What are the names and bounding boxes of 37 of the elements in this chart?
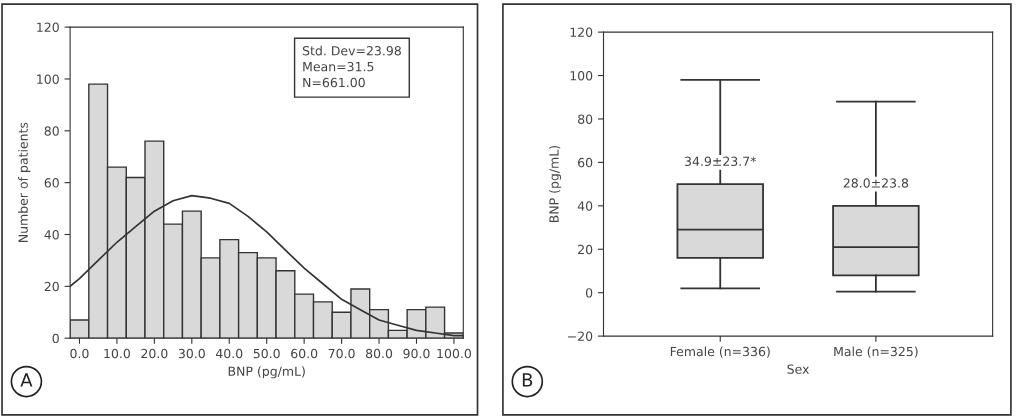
text: A <box>20 373 33 387</box>
y-tick-label: 100 <box>37 74 59 84</box>
y-tick-label: 0 <box>52 333 59 344</box>
annotation: 34.9±23.7* <box>685 156 757 167</box>
x-tick-label: 100.0 <box>437 348 471 359</box>
annotation: 28.0±23.8 <box>843 178 909 188</box>
y-axis-title: BNP (pg/mL) <box>549 145 562 223</box>
x-tick-label: 50.0 <box>253 348 280 359</box>
x-tick-label: 40.0 <box>215 348 243 359</box>
y-tick-label: 20 <box>44 281 59 292</box>
x-tick-label: 30.0 <box>178 348 205 359</box>
y-tick-label: 60 <box>44 178 59 188</box>
x-tick-label: Female (n=336) <box>670 346 770 358</box>
x-tick-label: 70.0 <box>328 348 355 359</box>
y-tick-label: 80 <box>578 114 593 124</box>
x-tick-label: 90.0 <box>403 348 430 359</box>
x-tick-label: Male (n=325) <box>834 346 918 358</box>
x-tick-label: 20.0 <box>141 348 168 359</box>
y-tick-label: 100 <box>570 71 593 81</box>
y-tick-label: 40 <box>44 229 59 240</box>
y-tick-label: 120 <box>570 27 593 38</box>
x-axis-title: Sex <box>787 364 810 374</box>
x-tick-label: 60.0 <box>291 348 318 359</box>
y-tick-label: 120 <box>37 22 59 33</box>
y-axis-title: Number of patients <box>18 122 31 243</box>
y-tick-label: 60 <box>578 157 593 168</box>
y-tick-label: 40 <box>577 201 593 211</box>
y-tick-label: 0 <box>585 288 593 298</box>
text: B <box>522 373 533 387</box>
y-tick-label: 80 <box>44 126 59 136</box>
x-tick-label: 80.0 <box>365 348 393 359</box>
x-tick-label: 10.0 <box>104 348 130 359</box>
y-tick-label: 20 <box>578 244 593 255</box>
annotation: Std. Dev=23.98 Mean=31.5 N=661.00 <box>302 45 401 88</box>
x-tick-label: 0.0 <box>70 348 89 359</box>
y-tick-label: −20 <box>568 331 593 342</box>
x-axis-title: BNP (pg/mL) <box>228 366 305 379</box>
